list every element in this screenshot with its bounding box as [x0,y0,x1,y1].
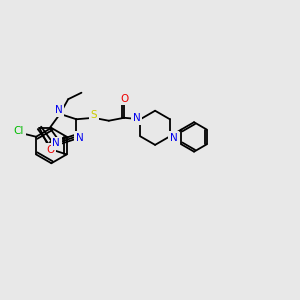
Text: O: O [46,145,55,154]
Text: N: N [52,138,60,148]
Text: N: N [76,133,84,143]
Text: O: O [120,94,128,104]
Text: N: N [133,113,141,123]
Text: S: S [91,110,98,120]
Text: N: N [169,133,177,142]
Text: N: N [55,105,62,116]
Text: Cl: Cl [14,126,24,136]
